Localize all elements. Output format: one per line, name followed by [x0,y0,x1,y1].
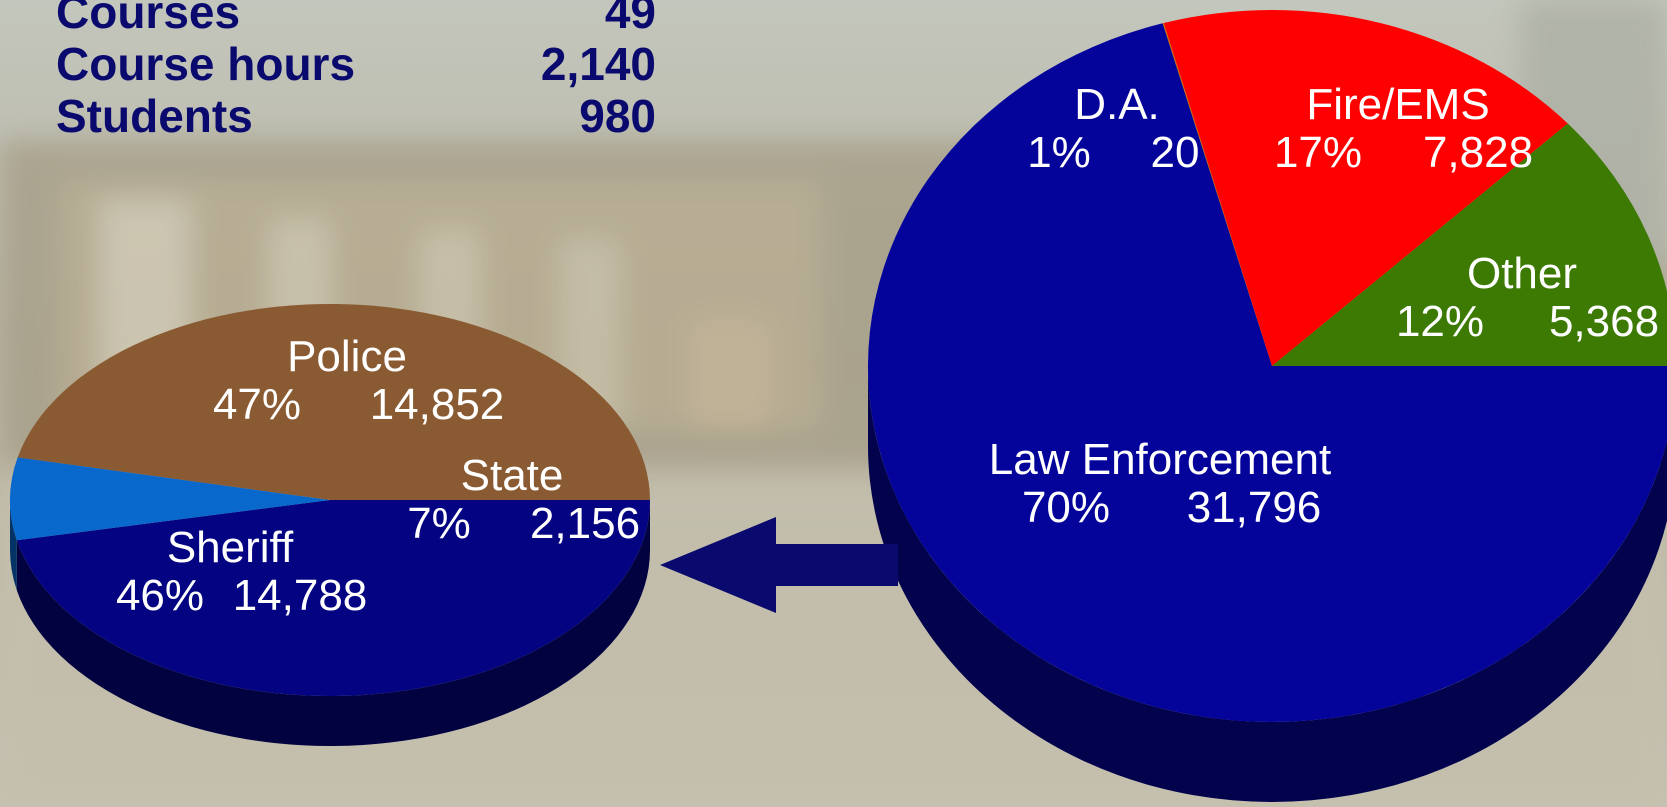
stat-row-students: Students 980 [56,90,656,142]
stat-label: Course hours [56,38,356,90]
stat-value: 49 [604,0,656,38]
pie-value-other: 5,368 [1549,297,1659,346]
pie-label-sheriff: Sheriff [167,523,294,572]
pie-slice-sheriff [17,304,650,500]
pie-percent-fire-ems: 17% [1274,128,1362,177]
pie-wall-police [16,500,650,746]
pie-value-law-enforcement: 31,796 [1187,483,1322,532]
pie-slice-fire-ems [1163,9,1568,366]
pie-label-other: Other [1467,249,1577,298]
pie-label-law-enforcement: Law Enforcement [989,435,1331,484]
pie-percent-d-a: 1% [1027,128,1091,177]
stat-row-course-hours: Course hours 2,140 [56,38,656,90]
pie-percent-state: 7% [407,499,471,548]
pie-slice-police [16,500,650,696]
pie-label-d-a: D.A. [1074,80,1160,129]
pie-slice-other [1272,123,1667,366]
pie-wall-law-enforcement [868,366,1667,802]
stat-value: 980 [579,90,656,142]
pie-slice-law-enforcement [868,23,1667,722]
stat-label: Students [56,90,253,142]
stat-label: Courses [56,0,241,38]
pie-wall-state [10,500,17,591]
stat-row-courses: Courses 49 [56,0,656,38]
pie-value-fire-ems: 7,828 [1423,128,1533,177]
pie-label-fire-ems: Fire/EMS [1306,80,1489,129]
arrow-icon [660,517,898,613]
pie-slice-d-a [1162,23,1272,366]
pie-slice-state [9,457,330,541]
course-stats: Courses 49 Course hours 2,140 Students 9… [56,0,656,142]
stat-value: 2,140 [540,38,656,90]
pie-value-d-a: 20 [1151,128,1200,177]
pie-value-state: 2,156 [530,499,640,548]
pie-label-state: State [461,451,564,500]
pie-percent-sheriff: 46% [116,571,204,620]
pie-percent-police: 47% [213,380,301,429]
pie-percent-other: 12% [1396,297,1484,346]
pie-value-police: 14,852 [370,380,505,429]
pie-label-police: Police [287,332,407,381]
pie-percent-law-enforcement: 70% [1022,483,1110,532]
pie-value-sheriff: 14,788 [233,571,368,620]
